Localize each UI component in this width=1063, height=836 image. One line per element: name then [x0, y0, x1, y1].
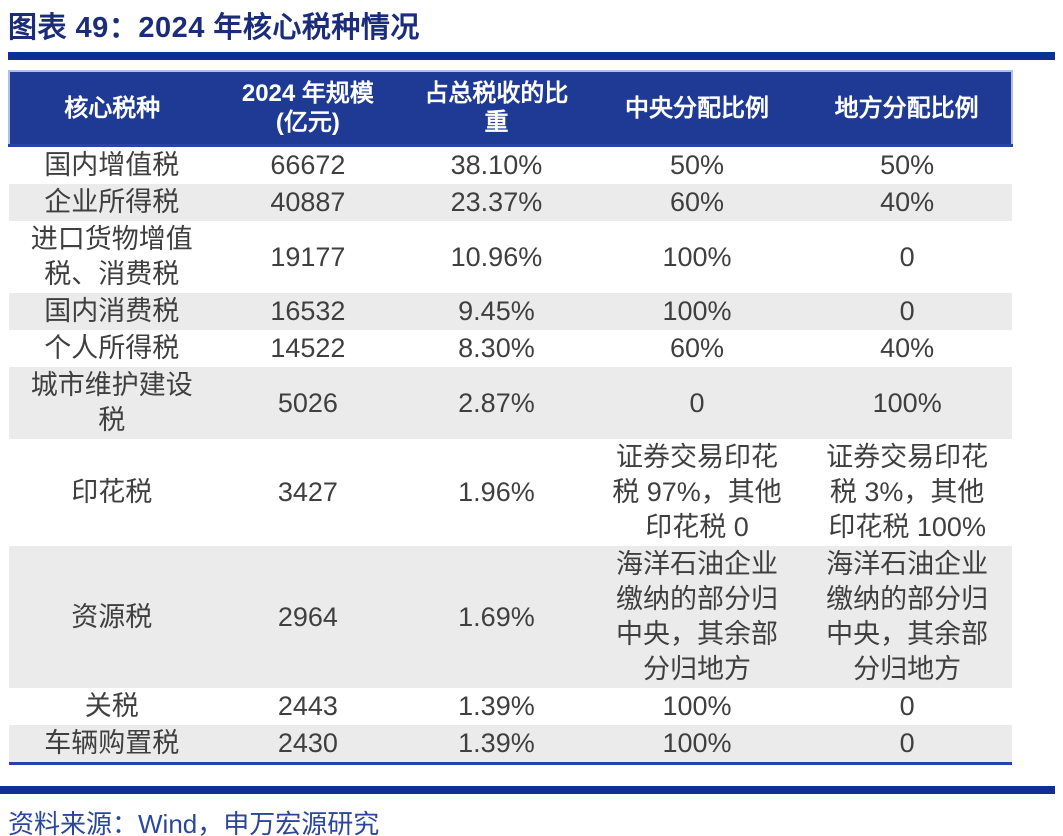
- table-cell: 40%: [880, 187, 935, 217]
- table-cell: 0: [802, 725, 1012, 765]
- table-cell: 1.96%: [458, 477, 535, 507]
- title-divider: [8, 52, 1055, 60]
- table-cell: 19177: [270, 241, 346, 272]
- table-row: 城市维护建设税 5026 2.87% 0 100%: [9, 367, 1012, 439]
- section-divider: [0, 786, 1055, 794]
- table-row: 关税 2443 1.39% 100% 0: [9, 688, 1012, 725]
- table-cell: 证券交易印花税 3%，其他印花税 100%: [826, 442, 989, 542]
- table-cell: 50%: [670, 150, 725, 180]
- table-cell: 9.45%: [458, 296, 535, 326]
- table-cell: 1.69%: [458, 601, 535, 632]
- table-row: 资源税 2964 1.69% 海洋石油企业缴纳的部分归中央，其余部分归地方 海洋石油企业…: [9, 546, 1012, 688]
- table-cell: 100%: [662, 296, 732, 326]
- table-row: 企业所得税 40887 23.37% 60% 40%: [9, 184, 1012, 221]
- table-cell: 国内增值税: [44, 150, 180, 180]
- table-cell: 1.39%: [458, 691, 535, 721]
- table-row: 车辆购置税 2430 1.39% 100% 0: [9, 725, 1012, 765]
- table-cell: 企业所得税: [44, 187, 180, 217]
- table-cell: 66672: [270, 150, 346, 180]
- table-cell: 2964: [277, 601, 338, 632]
- table-cell: 38.10%: [450, 150, 543, 180]
- column-header: 2024 年规模(亿元): [214, 70, 402, 147]
- table-row: 进口货物增值税、消费税 19177 10.96% 100% 0: [9, 221, 1012, 293]
- table-cell: 3427: [277, 477, 338, 507]
- table-cell: 个人所得税: [44, 333, 180, 363]
- table-row: 印花税 3427 1.96% 证券交易印花税 97%，其他印花税 0 证券交易印花税 3…: [9, 439, 1012, 546]
- table-body: 国内增值税 66672 38.10% 50% 50% 企业所得税 40887 23.37% 60…: [9, 146, 1012, 765]
- table-cell: 2.87%: [458, 387, 535, 418]
- table-cell: 证券交易印花税 97%，其他印花税 0: [612, 442, 782, 542]
- table-cell: 0: [899, 296, 915, 326]
- figure-title: 图表 49：2024 年核心税种情况: [8, 12, 420, 44]
- table-cell: 2443: [277, 691, 338, 721]
- table-cell: 50%: [880, 150, 935, 180]
- column-header: 中央分配比例: [591, 70, 803, 147]
- table-cell: 60%: [670, 187, 725, 217]
- table-cell: 40887: [270, 187, 346, 217]
- header-row: 核心税种 2024 年规模(亿元) 占总税收的比重 中央分配比例 地方分配比例: [8, 70, 1013, 147]
- table-cell: 5026: [277, 387, 338, 418]
- column-header: 地方分配比例: [802, 70, 1013, 147]
- table-cell: 8.30%: [458, 333, 535, 363]
- table-cell: 城市维护建设税: [30, 370, 193, 435]
- table-row: 国内增值税 66672 38.10% 50% 50%: [9, 146, 1012, 185]
- column-header: 核心税种: [8, 70, 215, 147]
- table-cell: 0: [689, 387, 705, 418]
- tax-table: 核心税种 2024 年规模(亿元) 占总税收的比重 中央分配比例 地方分配比例 国内增值…: [8, 70, 1013, 765]
- table-cell: 60%: [670, 333, 725, 363]
- table-cell: 海洋石油企业缴纳的部分归中央，其余部分归地方: [826, 549, 989, 684]
- table-cell: 40%: [880, 333, 935, 363]
- table-cell: 0: [899, 691, 915, 721]
- table-cell: 14522: [270, 333, 346, 363]
- column-header: 占总税收的比重: [401, 70, 592, 147]
- table-cell: 10.96%: [450, 241, 543, 272]
- table-cell: 海洋石油企业缴纳的部分归中央，其余部分归地方: [616, 549, 779, 684]
- table-row: 国内消费税 16532 9.45% 100% 0: [9, 293, 1012, 330]
- table-cell: 车辆购置税: [9, 725, 215, 765]
- table-cell: 16532: [270, 296, 346, 326]
- source-note: 资料来源：Wind，申万宏源研究: [8, 809, 380, 836]
- table-cell: 2430: [214, 725, 402, 765]
- table-cell: 100%: [662, 241, 732, 272]
- table-cell: 1.39%: [401, 725, 592, 765]
- table-cell: 100%: [591, 725, 803, 765]
- table-cell: 100%: [872, 387, 942, 418]
- table-cell: 进口货物增值税、消费税: [30, 224, 193, 289]
- table-cell: 印花税: [71, 477, 153, 507]
- table-cell: 23.37%: [450, 187, 543, 217]
- table-row: 个人所得税 14522 8.30% 60% 40%: [9, 330, 1012, 367]
- table-header: 核心税种 2024 年规模(亿元) 占总税收的比重 中央分配比例 地方分配比例: [8, 70, 1013, 147]
- table-cell: 关税: [84, 691, 139, 721]
- table-cell: 100%: [662, 691, 732, 721]
- table-cell: 国内消费税: [44, 296, 180, 326]
- table-cell: 0: [899, 241, 915, 272]
- table-cell: 资源税: [71, 601, 153, 632]
